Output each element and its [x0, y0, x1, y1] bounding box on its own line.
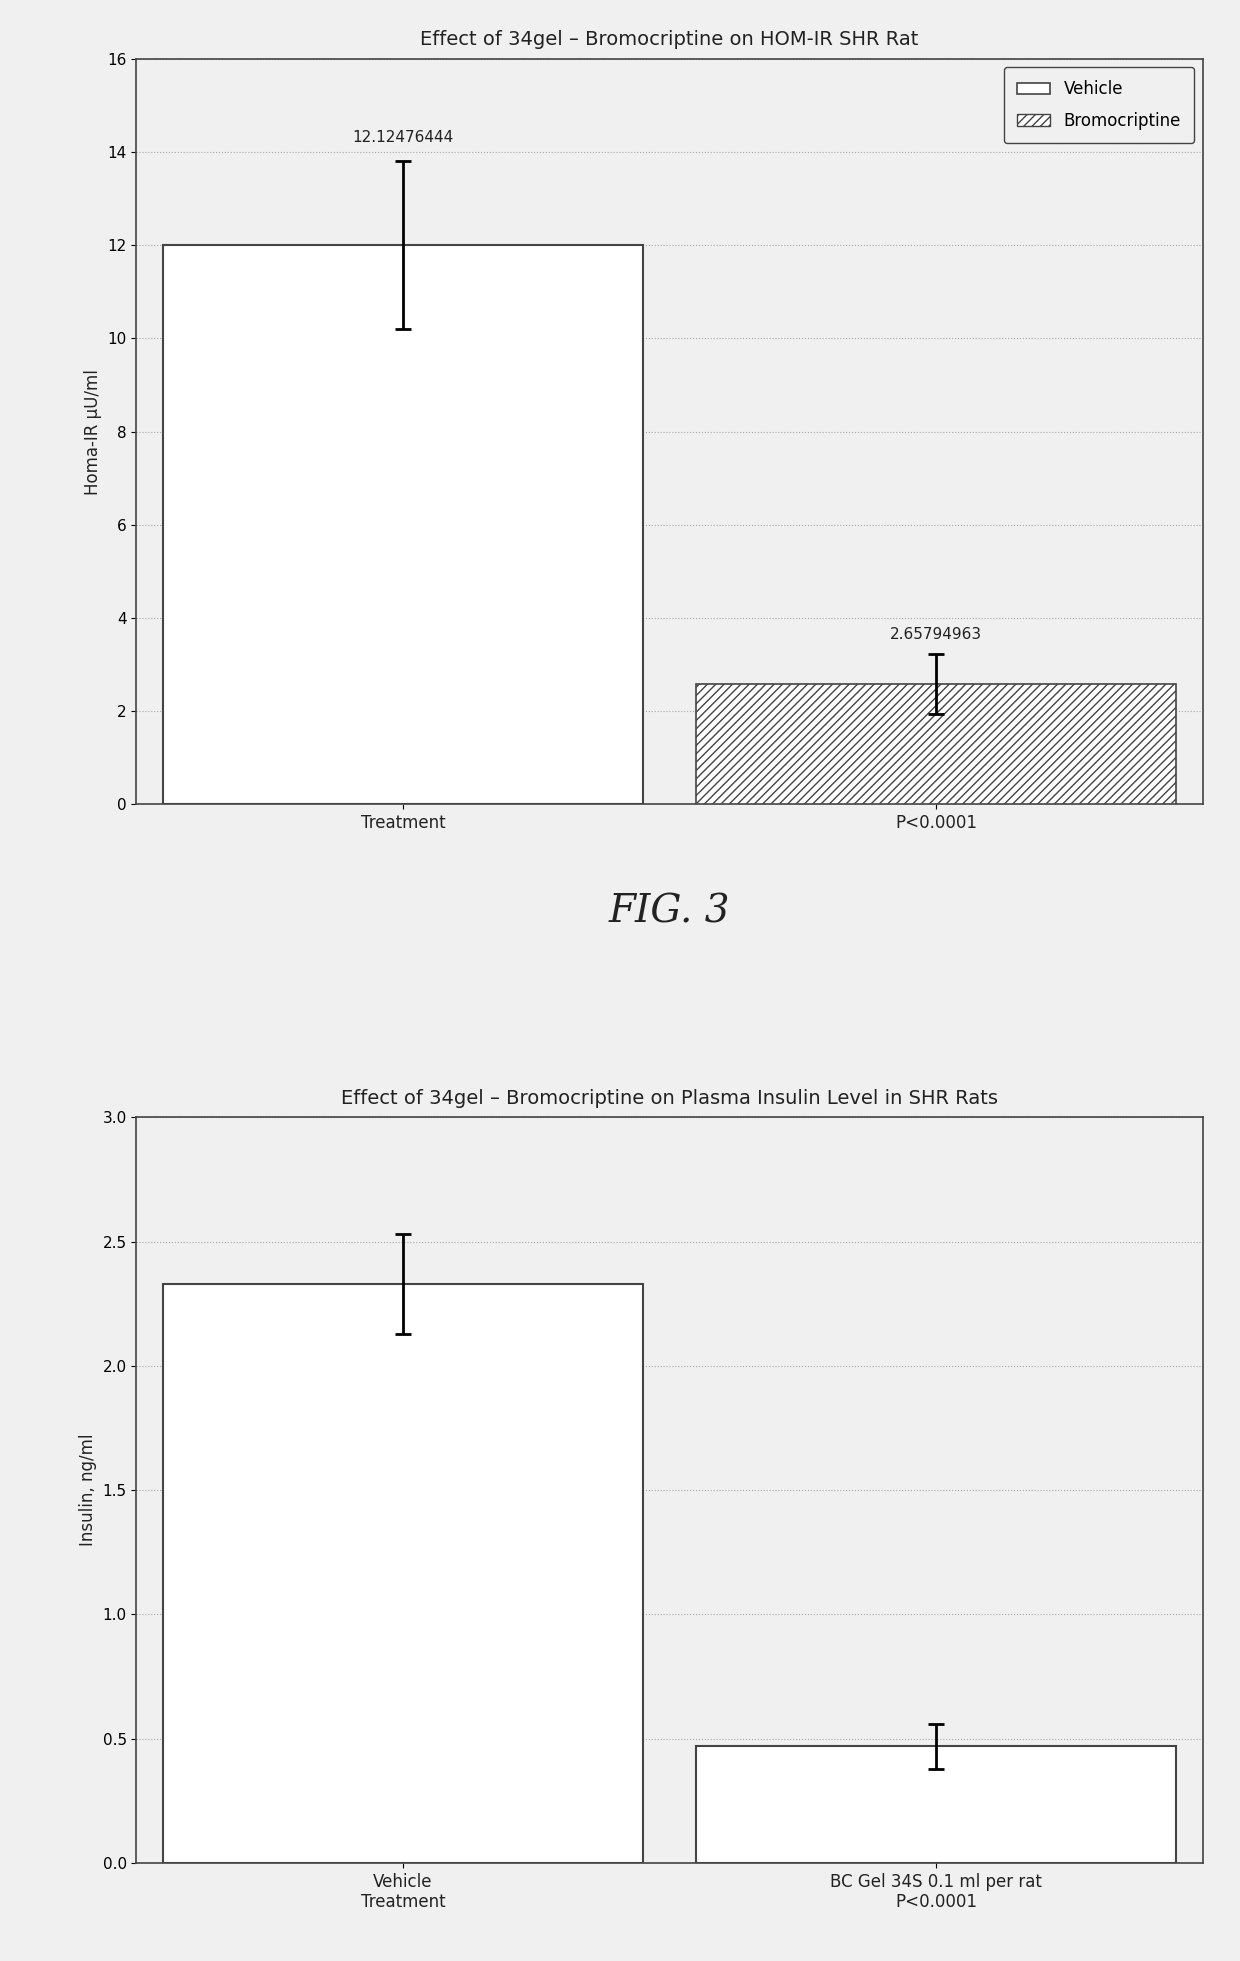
Text: FIG. 3: FIG. 3	[609, 894, 730, 931]
Text: 2.65794963: 2.65794963	[890, 628, 982, 641]
Bar	[164, 245, 642, 804]
Y-axis label: Insulin, ng/ml: Insulin, ng/ml	[79, 1433, 97, 1547]
Y-axis label: Homa-IR μU/ml: Homa-IR μU/ml	[84, 369, 102, 494]
Bar	[696, 1745, 1176, 1863]
Bar	[696, 684, 1176, 804]
Title: Effect of 34gel – Bromocriptine on HOM-IR SHR Rat: Effect of 34gel – Bromocriptine on HOM-I…	[420, 29, 919, 49]
Bar	[164, 1284, 642, 1863]
Text: 12.12476444: 12.12476444	[352, 129, 454, 145]
Legend: Vehicle, Bromocriptine: Vehicle, Bromocriptine	[1003, 67, 1194, 143]
Title: Effect of 34gel – Bromocriptine on Plasma Insulin Level in SHR Rats: Effect of 34gel – Bromocriptine on Plasm…	[341, 1088, 998, 1108]
